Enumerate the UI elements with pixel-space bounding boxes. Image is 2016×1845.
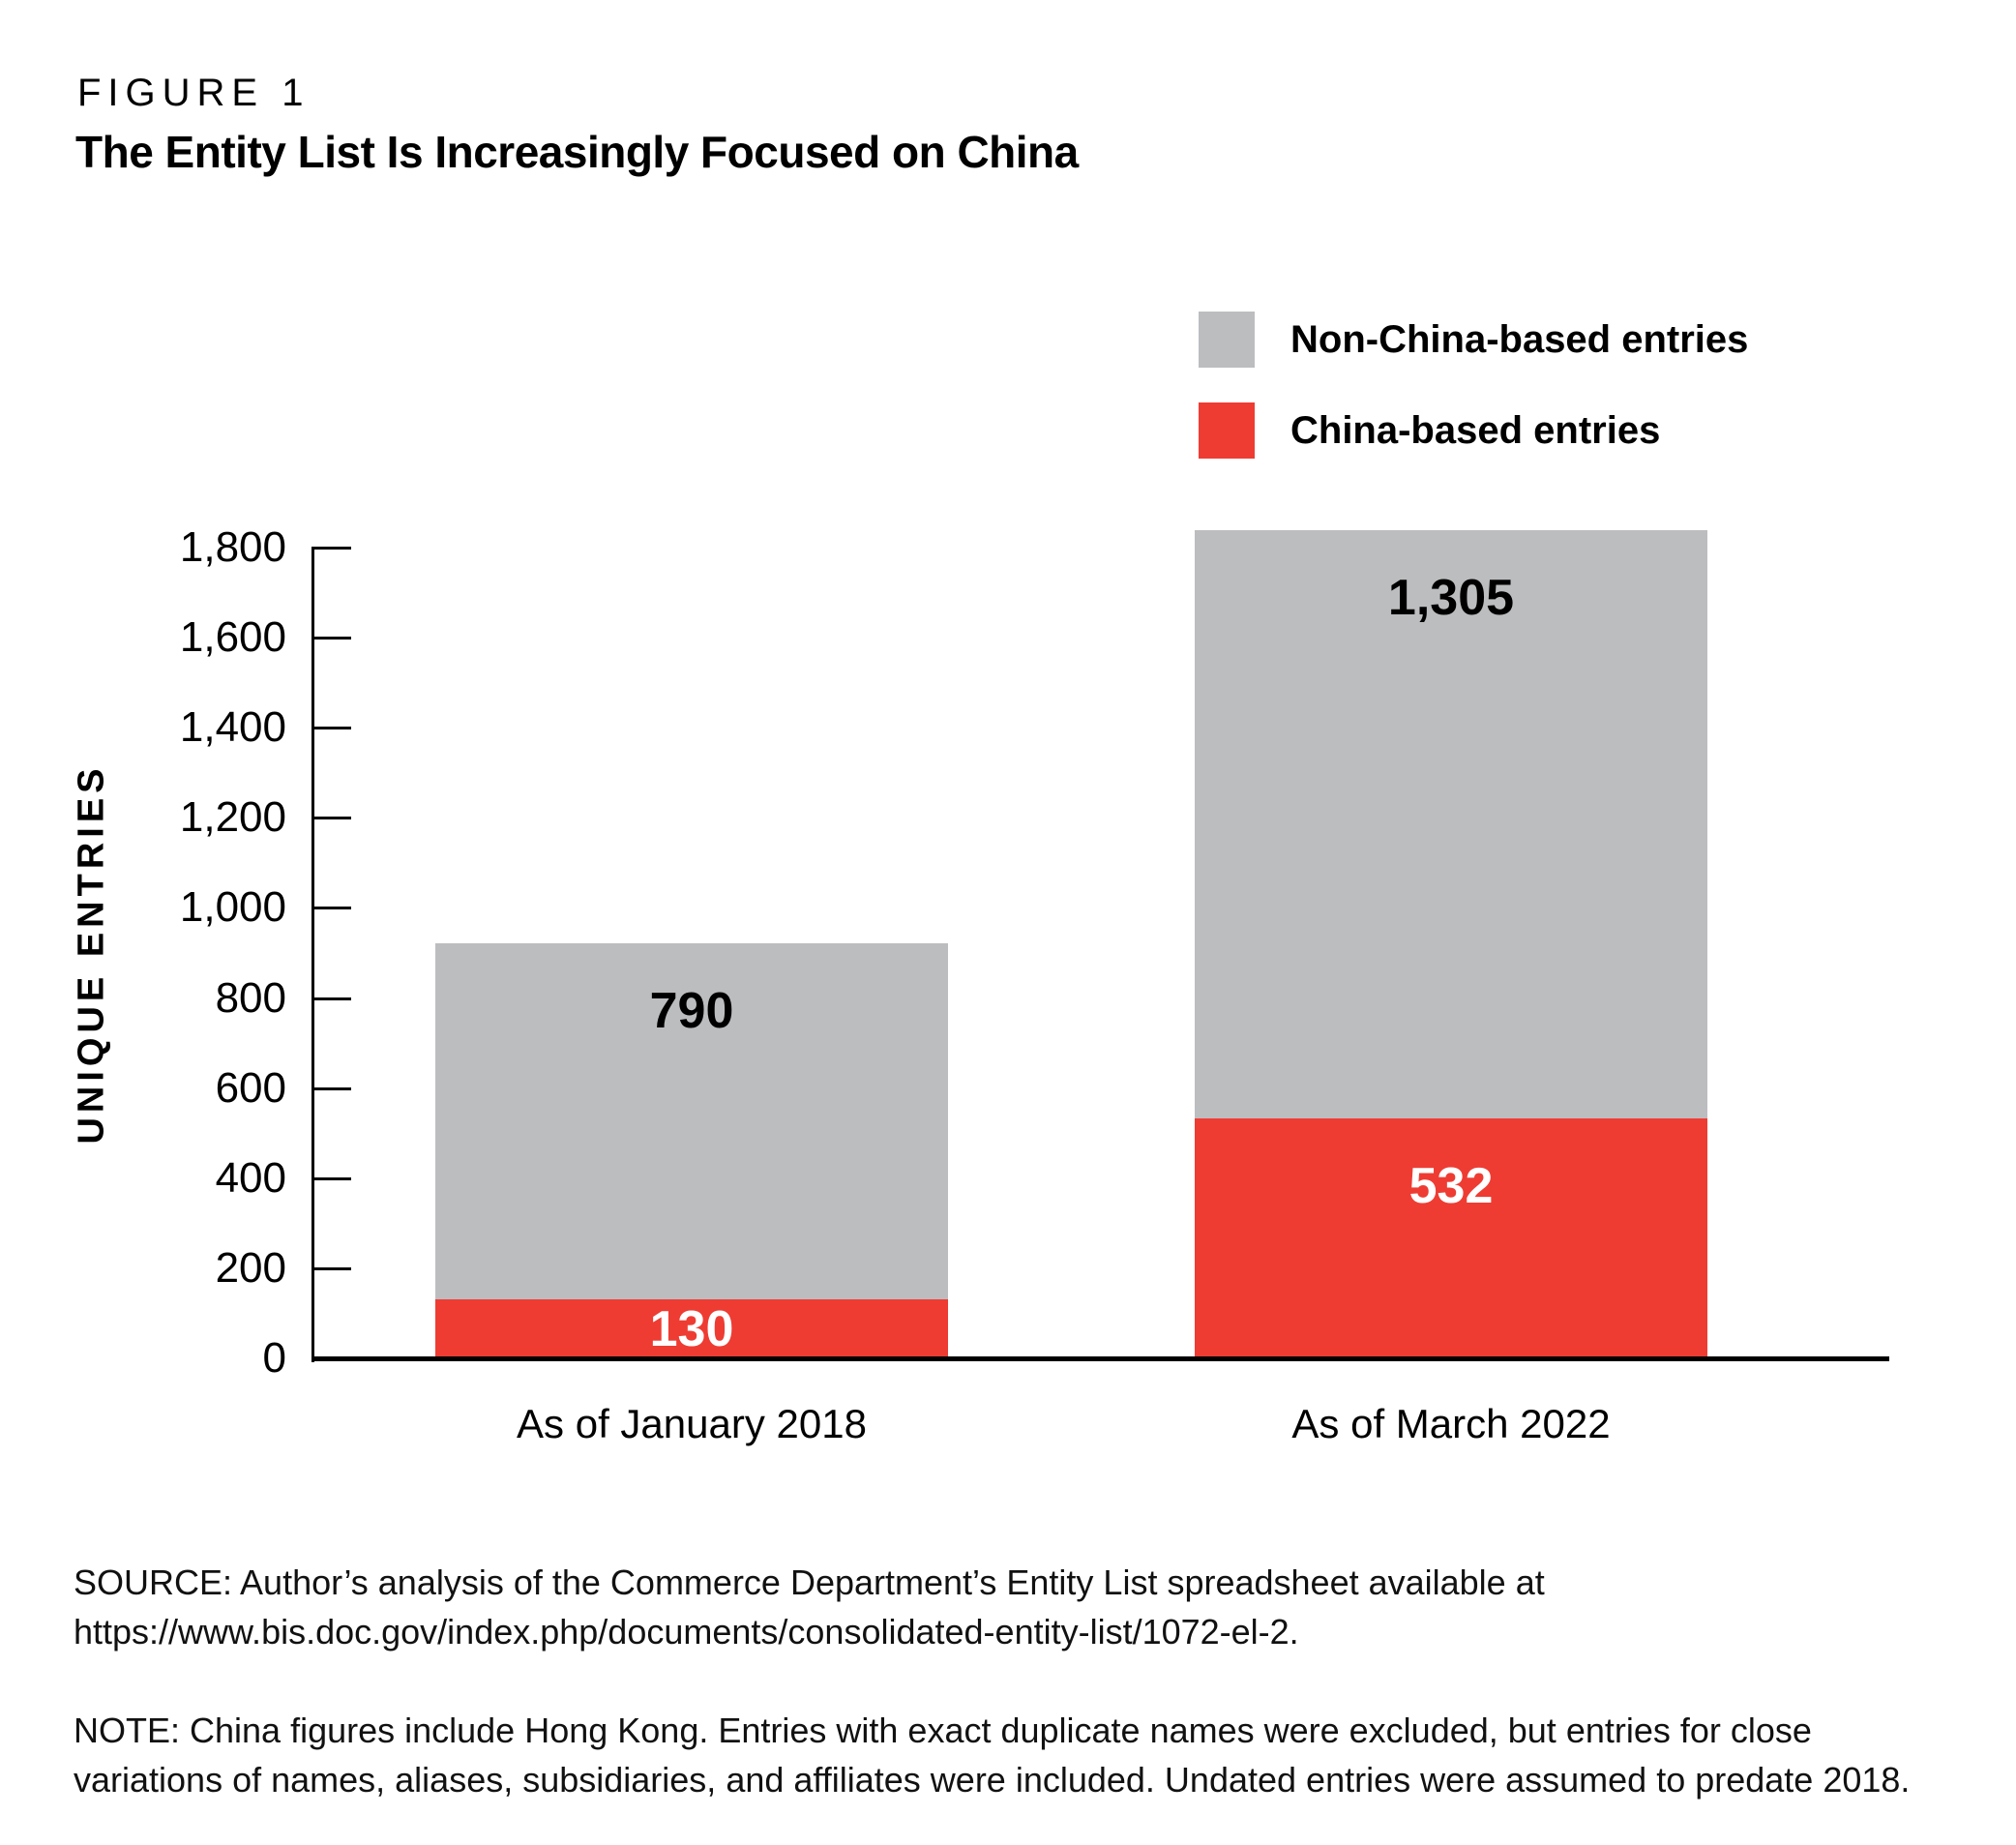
y-tick-mark — [311, 727, 351, 730]
y-tick-label: 400 — [215, 1153, 286, 1202]
bar-value-label: 130 — [649, 1300, 734, 1357]
y-tick-mark — [311, 907, 351, 910]
y-tick-label: 1,800 — [179, 523, 286, 571]
y-tick-label: 1,400 — [179, 703, 286, 752]
source-note: SOURCE: Author’s analysis of the Commerc… — [74, 1562, 1545, 1652]
bar-segment-china-based-entries — [435, 1299, 948, 1358]
legend-swatch-non-china — [1199, 312, 1255, 368]
y-tick-mark — [311, 1266, 351, 1270]
bar-value-label: 532 — [1408, 1158, 1494, 1214]
y-tick-label: 600 — [215, 1063, 286, 1112]
y-tick-mark — [311, 547, 351, 550]
legend-label-non-china: Non-China-based entries — [1290, 317, 1749, 361]
figure-title: The Entity List Is Increasingly Focused … — [75, 127, 1079, 177]
y-tick-label: 200 — [215, 1243, 286, 1292]
bar-value-label: 1,305 — [1387, 570, 1515, 626]
x-category-label: As of January 2018 — [517, 1401, 867, 1446]
bar-segment-non-china-based-entries — [435, 943, 948, 1299]
methodology-note: NOTE: China figures include Hong Kong. E… — [74, 1711, 1911, 1800]
x-axis-line — [311, 1356, 1889, 1361]
y-tick-label: 1,600 — [179, 613, 286, 662]
y-tick-label: 0 — [262, 1334, 286, 1382]
x-category-label: As of March 2022 — [1291, 1401, 1611, 1446]
bar-value-label: 790 — [649, 983, 734, 1039]
y-tick-label: 800 — [215, 973, 286, 1022]
bar-segment-china-based-entries — [1195, 1118, 1707, 1358]
y-tick-mark — [311, 997, 351, 1000]
y-tick-mark — [311, 1176, 351, 1180]
bar-segment-non-china-based-entries — [1195, 530, 1707, 1118]
y-tick-label: 1,000 — [179, 883, 286, 932]
y-tick-mark — [311, 817, 351, 820]
legend-item-china: China-based entries — [1199, 402, 1660, 459]
y-axis-line — [311, 548, 314, 1362]
y-tick-mark — [311, 1086, 351, 1090]
legend-item-non-china: Non-China-based entries — [1199, 312, 1748, 368]
y-tick-label: 1,200 — [179, 793, 286, 842]
figure-label: FIGURE 1 — [77, 72, 311, 114]
legend-swatch-china — [1199, 402, 1255, 459]
y-tick-mark — [311, 637, 351, 640]
legend-label-china: China-based entries — [1290, 408, 1661, 452]
